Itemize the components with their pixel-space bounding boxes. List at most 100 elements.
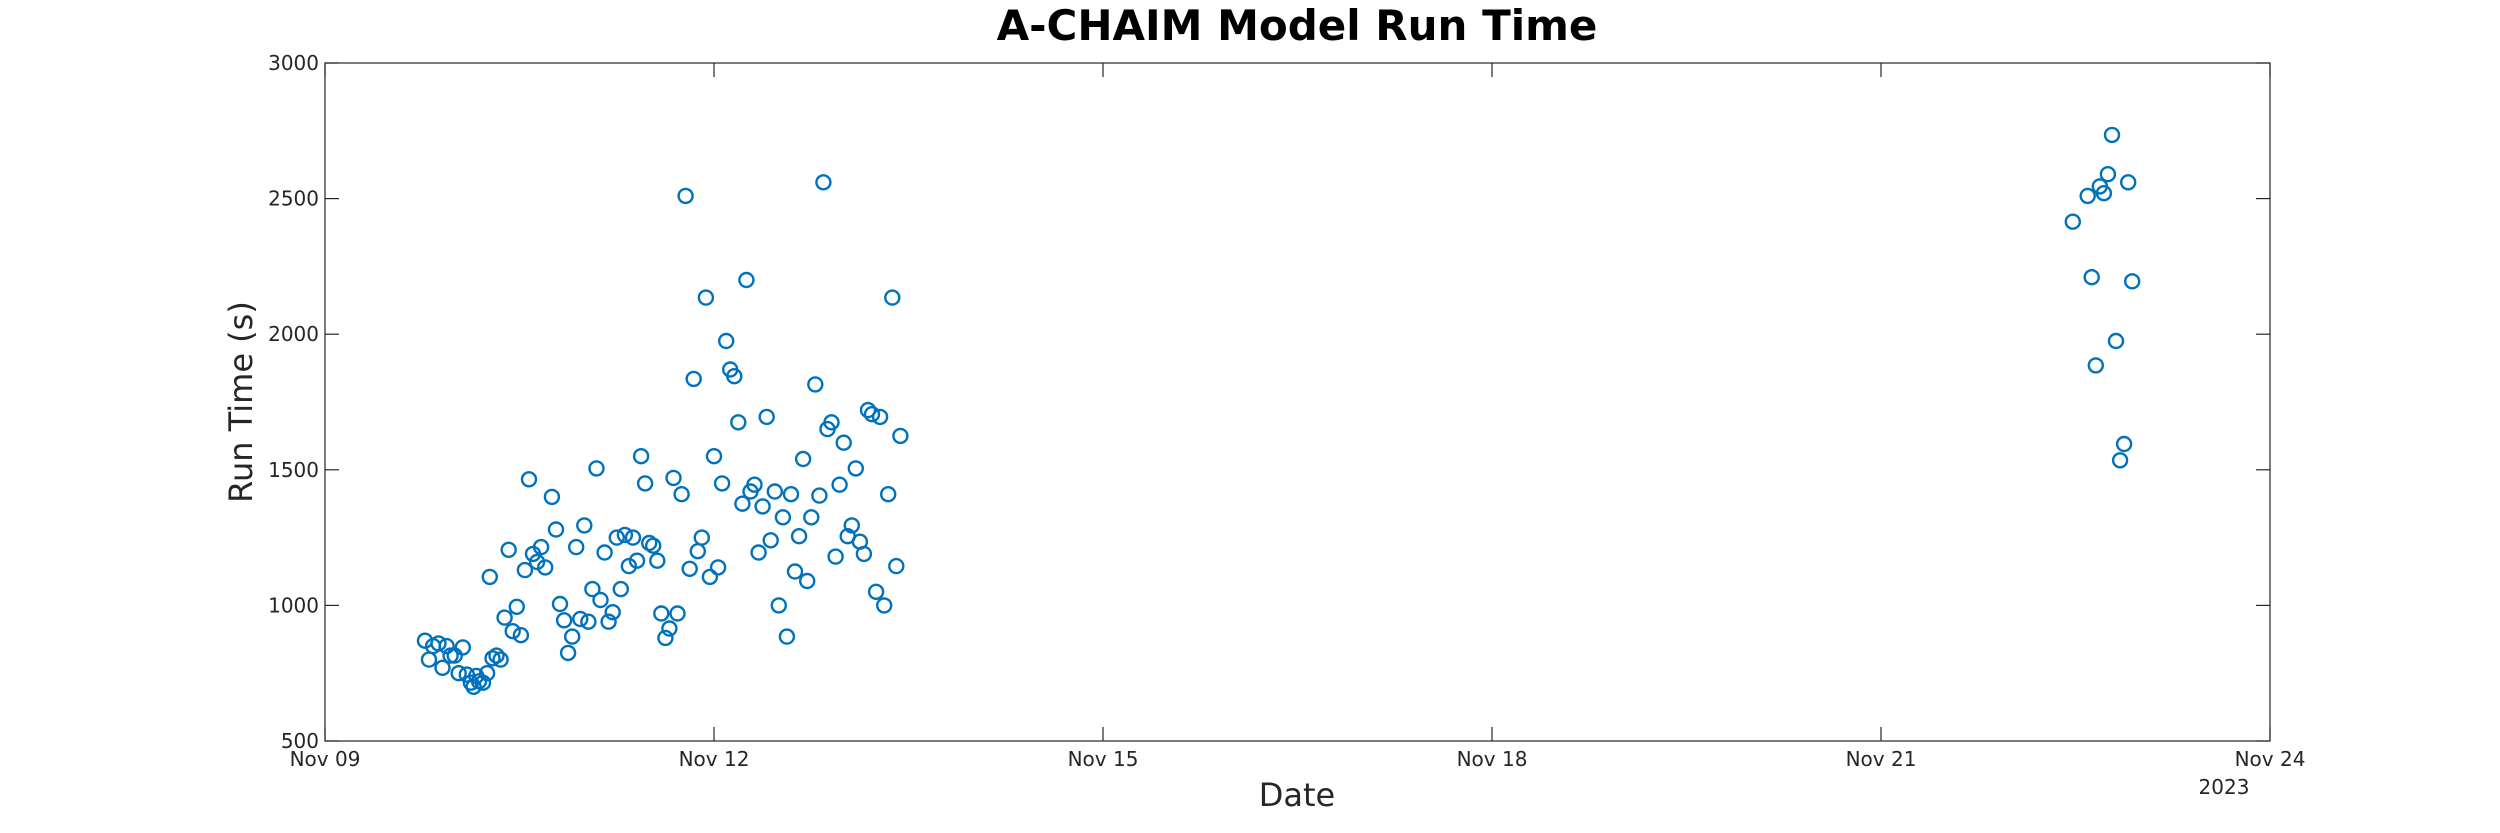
data-point xyxy=(588,460,605,477)
data-point xyxy=(827,548,844,565)
data-point xyxy=(2115,435,2133,453)
data-point xyxy=(859,401,877,419)
data-point xyxy=(512,627,530,644)
data-point xyxy=(645,537,662,554)
data-point xyxy=(458,666,475,683)
data-point xyxy=(430,635,447,652)
data-point xyxy=(532,538,550,556)
data-point xyxy=(888,557,905,575)
data-point xyxy=(474,674,492,691)
data-point xyxy=(600,613,617,630)
data-point xyxy=(2099,165,2117,183)
data-point xyxy=(620,557,638,575)
data-point xyxy=(636,475,654,492)
data-point xyxy=(2095,184,2113,202)
data-point xyxy=(612,580,629,598)
data-point xyxy=(624,529,642,546)
data-point xyxy=(2079,187,2096,205)
data-point xyxy=(884,289,901,306)
data-point xyxy=(701,568,719,586)
data-point xyxy=(770,597,787,614)
data-point xyxy=(616,526,634,544)
data-point xyxy=(592,591,609,609)
data-point xyxy=(488,647,505,664)
data-point xyxy=(438,637,455,655)
data-point xyxy=(2123,273,2141,290)
data-point xyxy=(604,604,621,621)
data-point xyxy=(843,517,860,534)
data-point xyxy=(528,553,546,571)
data-point xyxy=(496,609,513,626)
data-point xyxy=(685,370,702,388)
data-point xyxy=(730,414,747,431)
data-point xyxy=(537,559,554,576)
data-point xyxy=(2107,332,2125,350)
data-point xyxy=(786,563,804,580)
data-point xyxy=(2064,213,2082,230)
data-point xyxy=(823,414,840,431)
data-point xyxy=(551,595,569,613)
data-points xyxy=(416,126,2141,695)
data-point xyxy=(726,368,743,385)
data-point xyxy=(2103,126,2121,144)
data-point xyxy=(649,552,666,569)
data-point xyxy=(705,448,723,465)
data-point xyxy=(492,651,509,668)
y-tick-label: 2000 xyxy=(268,322,319,346)
data-point xyxy=(673,486,690,503)
data-point xyxy=(628,552,646,569)
data-point xyxy=(766,483,783,500)
data-point xyxy=(543,488,561,506)
y-tick-label: 1000 xyxy=(268,593,319,617)
data-point xyxy=(794,450,812,468)
data-point xyxy=(608,529,625,546)
data-point xyxy=(807,376,824,393)
data-point xyxy=(803,509,820,526)
y-tick-label: 2500 xyxy=(268,187,319,211)
data-point xyxy=(677,187,694,205)
data-point xyxy=(661,620,678,637)
data-point xyxy=(738,271,755,289)
data-point xyxy=(831,476,848,493)
x-tick-label: Nov 09 xyxy=(290,747,361,771)
data-point xyxy=(689,543,706,560)
data-point xyxy=(596,544,613,561)
data-point xyxy=(892,427,909,445)
data-point xyxy=(481,568,498,586)
data-point xyxy=(653,605,670,622)
y-axis-label: Run Time (s) xyxy=(222,301,260,503)
data-point xyxy=(867,583,885,600)
data-point xyxy=(835,434,852,451)
axis-ticks xyxy=(324,62,2271,742)
x-axis-tick-labels: Nov 09 Nov 12 Nov 15 Nov 18 Nov 21 Nov 24 xyxy=(290,747,2306,771)
plot-frame xyxy=(324,62,2271,742)
data-point xyxy=(880,486,897,503)
data-point xyxy=(799,572,816,590)
data-point xyxy=(516,561,534,579)
data-point xyxy=(2111,452,2129,469)
data-point xyxy=(746,476,763,493)
data-point xyxy=(758,408,775,426)
data-point xyxy=(564,628,581,645)
data-point xyxy=(718,332,735,350)
data-point xyxy=(559,644,577,662)
data-point xyxy=(871,408,889,426)
data-point xyxy=(811,487,828,504)
data-point xyxy=(693,529,710,546)
data-point xyxy=(2087,357,2105,374)
x-tick-label: Nov 24 xyxy=(2235,747,2306,771)
data-point xyxy=(778,628,796,645)
data-point xyxy=(815,174,832,191)
data-point xyxy=(465,678,482,695)
data-point xyxy=(790,528,808,545)
data-point xyxy=(709,559,727,576)
data-point xyxy=(632,448,650,465)
data-point xyxy=(713,475,731,492)
data-point xyxy=(774,509,792,526)
data-point xyxy=(434,659,451,676)
data-point xyxy=(665,469,682,487)
x-axis-label: Date xyxy=(1259,776,1335,814)
data-point xyxy=(508,598,525,615)
data-point xyxy=(876,597,893,614)
